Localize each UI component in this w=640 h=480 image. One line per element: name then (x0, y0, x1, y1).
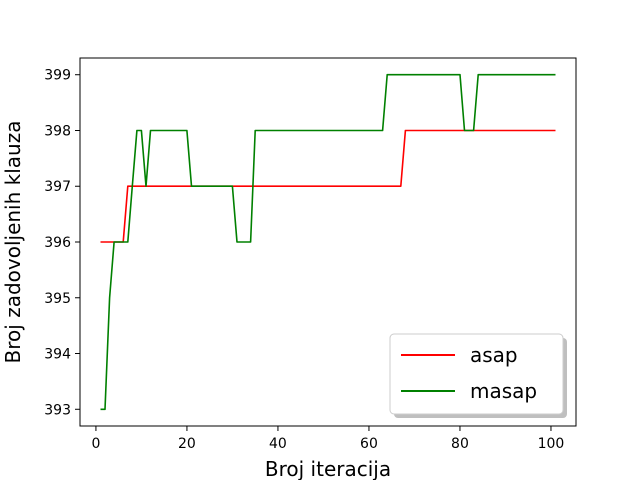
y-axis-label: Broj zadovoljenih klauza (1, 121, 25, 364)
x-axis-ticks: 0 20 40 60 80 100 (91, 426, 564, 452)
y-tick-label-397: 397 (44, 179, 71, 195)
x-tick-label-40: 40 (269, 436, 287, 452)
series-line-asap (100, 129, 556, 243)
legend-label-asap: asap (470, 343, 518, 367)
x-tick-label-100: 100 (538, 436, 565, 452)
legend: asap masap (389, 333, 567, 418)
y-tick-label-395: 395 (44, 291, 71, 307)
y-tick-label-398: 398 (44, 123, 71, 139)
x-tick-label-80: 80 (451, 436, 469, 452)
legend-label-masap: masap (470, 379, 537, 403)
series-line-masap (100, 73, 556, 411)
y-tick-label-394: 394 (44, 347, 71, 363)
x-tick-label-60: 60 (360, 436, 378, 452)
x-tick-label-20: 20 (178, 436, 196, 452)
y-axis-ticks: 393 394 395 396 397 398 399 (44, 68, 80, 418)
x-axis-label: Broj iteracija (265, 457, 391, 480)
series-lines (100, 73, 556, 411)
y-tick-label-396: 396 (44, 235, 71, 251)
x-tick-label-0: 0 (91, 436, 100, 452)
y-tick-label-393: 393 (44, 402, 71, 418)
y-tick-label-399: 399 (44, 68, 71, 84)
